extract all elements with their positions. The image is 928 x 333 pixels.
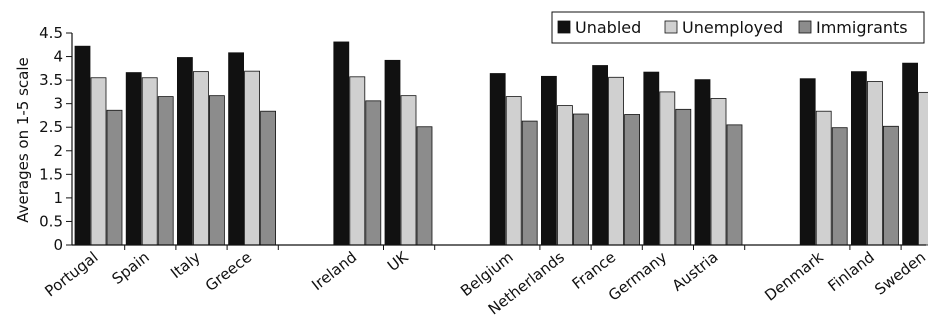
bar-unemployed-denmark bbox=[815, 110, 832, 246]
bar-immigrants-greece bbox=[260, 110, 277, 246]
y-tick-label: 2.5 bbox=[39, 118, 63, 136]
y-tick-label: 1.5 bbox=[39, 165, 63, 183]
bar-unemployed-belgium bbox=[505, 96, 522, 246]
bar-unabled-denmark bbox=[799, 78, 816, 246]
bar-immigrants-portugal bbox=[106, 109, 123, 246]
category-label: Sweden bbox=[871, 248, 928, 299]
legend-swatch-immigrants bbox=[798, 20, 812, 34]
bar-unemployed-france bbox=[608, 76, 624, 246]
category-label: Austria bbox=[669, 248, 722, 295]
legend-swatch-unemployed bbox=[664, 20, 678, 34]
y-tick-label: 0.5 bbox=[39, 212, 63, 230]
bar-unabled-netherlands bbox=[541, 75, 557, 246]
category-label: Denmark bbox=[761, 248, 827, 305]
bar-immigrants-belgium bbox=[521, 120, 538, 246]
legend-label-unemployed: Unemployed bbox=[682, 18, 783, 37]
bar-immigrants-finland bbox=[883, 125, 899, 246]
bar-immigrants-denmark bbox=[831, 127, 848, 246]
bar-unabled-portugal bbox=[74, 45, 91, 246]
legend: Unabled Unemployed Immigrants bbox=[551, 11, 925, 44]
y-tick-label: 1 bbox=[53, 189, 63, 207]
bar-immigrants-netherlands bbox=[573, 113, 589, 246]
legend-label-unabled: Unabled bbox=[575, 18, 641, 37]
bar-immigrants-uk bbox=[416, 126, 433, 246]
category-label: Portugal bbox=[41, 248, 101, 300]
bar-immigrants-austria bbox=[726, 124, 743, 246]
bar-unemployed-austria bbox=[710, 98, 727, 246]
bar-unemployed-spain bbox=[141, 77, 158, 246]
category-label: Greece bbox=[202, 248, 255, 295]
bar-unemployed-portugal bbox=[90, 77, 107, 246]
category-label: Germany bbox=[605, 248, 671, 305]
bar-immigrants-italy bbox=[208, 95, 225, 246]
category-label: UK bbox=[384, 247, 412, 275]
bar-unemployed-germany bbox=[659, 91, 676, 246]
category-label: Italy bbox=[167, 248, 204, 282]
category-label: Ireland bbox=[308, 248, 360, 294]
bar-unabled-finland bbox=[851, 71, 867, 246]
bars bbox=[74, 41, 928, 246]
y-tick-label: 3.5 bbox=[39, 71, 63, 89]
bar-unemployed-italy bbox=[192, 71, 209, 246]
legend-box bbox=[551, 11, 925, 44]
y-tick-label: 4.5 bbox=[39, 24, 63, 42]
bar-unemployed-finland bbox=[867, 81, 883, 246]
bar-unabled-sweden bbox=[902, 62, 918, 246]
y-tick-label: 4 bbox=[53, 48, 63, 66]
bar-unemployed-sweden bbox=[918, 91, 928, 246]
bar-unabled-uk bbox=[384, 59, 401, 246]
bar-unabled-ireland bbox=[333, 41, 350, 246]
bar-unabled-france bbox=[592, 65, 608, 246]
bar-unemployed-ireland bbox=[349, 76, 366, 246]
bar-unabled-greece bbox=[228, 52, 245, 246]
category-label: Spain bbox=[109, 248, 153, 288]
legend-label-immigrants: Immigrants bbox=[816, 18, 908, 37]
y-tick-label: 2 bbox=[53, 142, 63, 160]
bar-unabled-germany bbox=[643, 71, 660, 246]
category-label: Finland bbox=[825, 248, 878, 295]
bar-immigrants-ireland bbox=[365, 100, 382, 246]
legend-swatch-unabled bbox=[557, 20, 571, 34]
bar-unabled-belgium bbox=[489, 73, 506, 246]
bar-unabled-austria bbox=[694, 79, 711, 246]
bar-immigrants-spain bbox=[157, 96, 174, 246]
bar-unemployed-greece bbox=[244, 70, 261, 246]
bar-immigrants-germany bbox=[675, 108, 692, 246]
bar-unemployed-uk bbox=[400, 95, 417, 246]
y-axis-title: Averages on 1-5 scale bbox=[14, 57, 32, 223]
y-tick-label: 3 bbox=[53, 95, 63, 113]
axes bbox=[71, 33, 926, 250]
bar-immigrants-france bbox=[624, 114, 640, 246]
bar-unemployed-netherlands bbox=[557, 105, 573, 246]
y-axis-ticks: 0 0.5 1 1.5 2 2.5 3 3.5 4 4.5 bbox=[39, 24, 72, 254]
y-tick-label: 0 bbox=[53, 236, 63, 254]
bar-unabled-italy bbox=[176, 57, 193, 246]
bar-unabled-spain bbox=[125, 72, 142, 246]
